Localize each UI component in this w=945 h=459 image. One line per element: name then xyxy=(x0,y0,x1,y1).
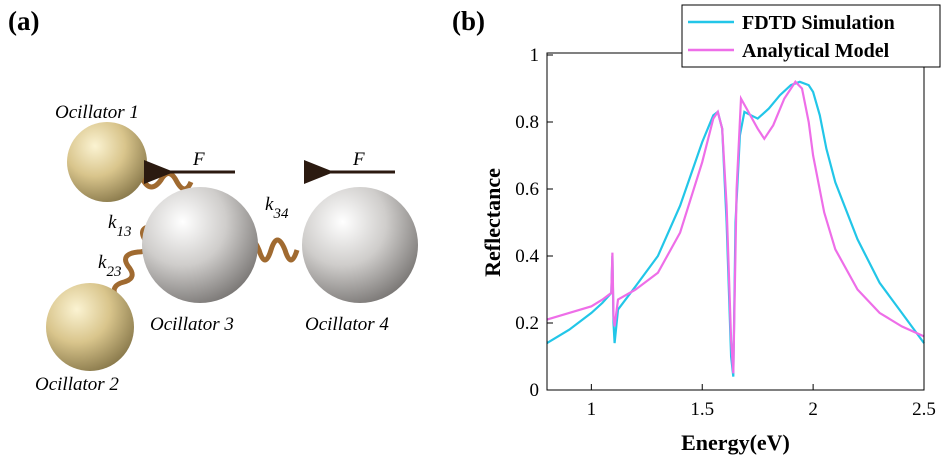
x-tick-label: 1.5 xyxy=(690,399,714,420)
oscillator-label: Ocillator 3 xyxy=(150,314,234,335)
sphere xyxy=(302,187,418,303)
x-axis-label: Energy(eV) xyxy=(681,430,790,455)
y-axis-label: Reflectance xyxy=(480,168,505,277)
spring-symbol: k xyxy=(265,194,274,215)
legend-box xyxy=(681,4,941,68)
sphere xyxy=(67,122,147,202)
x-tick-label: 2.5 xyxy=(912,399,936,420)
sphere xyxy=(46,283,134,371)
y-tick-label: 1 xyxy=(530,45,540,66)
line xyxy=(546,80,925,374)
sphere xyxy=(142,187,258,303)
y-tick-label: 0.8 xyxy=(515,112,539,133)
oscillator-label: Ocillator 2 xyxy=(35,374,119,395)
spring-subscript: 34 xyxy=(272,206,289,222)
panel-label: (b) xyxy=(452,6,485,36)
legend-label: FDTD Simulation xyxy=(742,12,895,34)
y-tick-label: 0.4 xyxy=(515,246,539,267)
x-tick-label: 1 xyxy=(587,399,597,420)
oscillator-label: Ocillator 1 xyxy=(55,102,139,123)
spring-symbol: k xyxy=(108,212,117,233)
spring-subscript: 13 xyxy=(116,224,131,240)
spring-label: k23 xyxy=(98,252,121,280)
x-tick-label: 2 xyxy=(808,399,818,420)
spring-symbol: k xyxy=(98,252,107,273)
spring-label: k34 xyxy=(265,194,289,222)
force-label: F xyxy=(352,149,365,170)
spring-subscript: 23 xyxy=(106,264,121,280)
chart: 0 0.2 0.4 0.6 0.8 1 1 1.5 2 2.5 Energy(eV) Reflecta… xyxy=(480,4,941,455)
y-tick-label: 0 xyxy=(530,380,540,401)
spring-label: k13 xyxy=(108,212,131,240)
y-tick-label: 0.2 xyxy=(515,313,539,334)
oscillator-label: Ocillator 4 xyxy=(305,314,389,335)
force-label: F xyxy=(192,149,205,170)
legend-label: Analytical Model xyxy=(742,40,890,62)
y-tick-label: 0.6 xyxy=(515,179,539,200)
panel-label: (a) xyxy=(8,6,39,36)
